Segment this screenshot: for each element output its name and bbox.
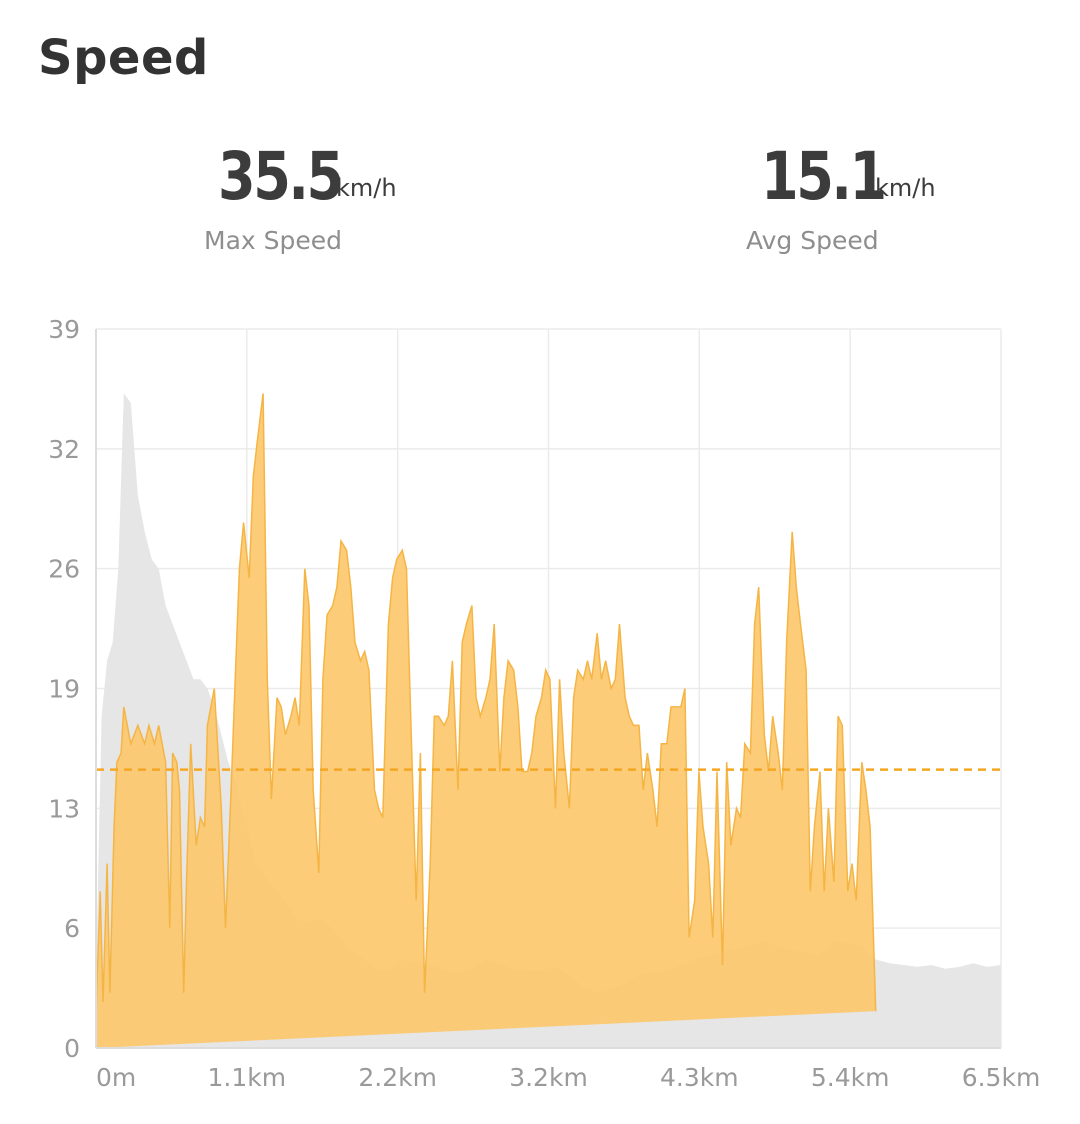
y-tick-label: 39	[48, 315, 80, 344]
x-tick-label: 5.4km	[811, 1063, 890, 1092]
chart-areas	[95, 393, 1001, 1048]
avg-speed-unit: km/h	[875, 174, 936, 202]
y-tick-label: 13	[48, 794, 80, 823]
avg-speed-stat: 15.1 km/h Avg Speed	[746, 138, 936, 255]
x-tick-label: 0m	[96, 1063, 136, 1092]
x-tick-label: 1.1km	[208, 1063, 287, 1092]
x-tick-label: 2.2km	[358, 1063, 437, 1092]
page-title: Speed	[38, 30, 209, 86]
y-tick-label: 0	[64, 1034, 80, 1063]
max-speed-value: 35.5	[218, 138, 344, 215]
speed-series-line	[95, 393, 877, 1012]
y-tick-label: 6	[64, 914, 80, 943]
speed-series-area	[96, 393, 876, 1048]
avg-speed-value: 15.1	[761, 138, 887, 215]
x-tick-label: 3.2km	[509, 1063, 588, 1092]
y-tick-label: 32	[48, 435, 80, 464]
max-speed-stat: 35.5 km/h Max Speed	[204, 138, 397, 255]
avg-speed-label: Avg Speed	[746, 226, 879, 255]
x-tick-label: 6.5km	[962, 1063, 1041, 1092]
y-tick-label: 26	[48, 555, 80, 584]
x-tick-label: 4.3km	[660, 1063, 739, 1092]
chart-axes: 0 6 13 19 26 32 39 0m 1.1km 2.2km 3.2km 4.3km 5.4km 6…	[48, 315, 1040, 1092]
y-tick-label: 19	[48, 675, 80, 704]
max-speed-unit: km/h	[336, 174, 397, 202]
max-speed-label: Max Speed	[204, 226, 343, 255]
